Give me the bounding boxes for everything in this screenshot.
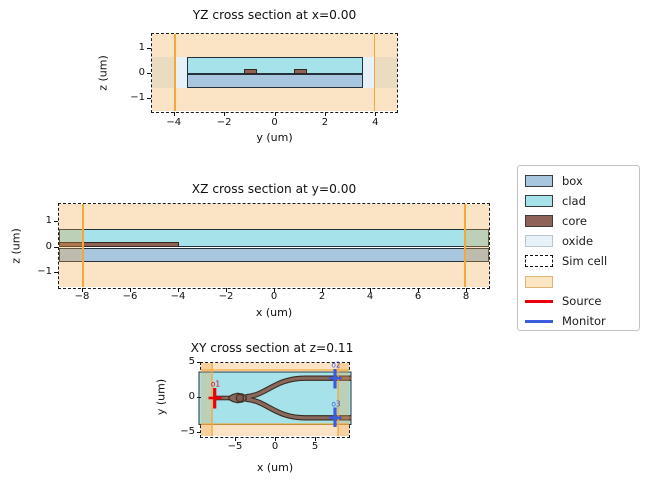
yz-xtick: 0 <box>255 112 295 129</box>
xz-xtick: 0 <box>254 288 294 303</box>
waveguide-arm-top <box>245 376 351 399</box>
legend-label: oxide <box>562 233 594 248</box>
xy-pml-boundary-right <box>337 363 339 436</box>
yz-box-layer <box>186 74 364 88</box>
xy-title: XY cross section at z=0.11 <box>190 341 354 355</box>
source-direction-arrow <box>218 395 223 401</box>
legend-item-oxide: oxide <box>525 231 639 251</box>
xz-core-strip <box>59 241 179 248</box>
legend-label: Source <box>562 294 602 309</box>
yz-ytick: 0 <box>111 67 151 79</box>
yz-pml-right <box>374 34 397 111</box>
xz-plot <box>58 203 490 289</box>
xy-plot-canvas: o1 o2 o3 <box>198 361 352 436</box>
yz-pml-left <box>152 34 175 111</box>
xz-xlabel: x (um) <box>255 306 293 319</box>
xz-xtick: −8 <box>62 288 102 303</box>
xy-ytick: 0 <box>161 391 201 403</box>
legend-label: Monitor <box>562 314 606 329</box>
xy-ytick: 5 <box>161 356 201 368</box>
source-line-swatch <box>525 300 553 303</box>
xz-xtick: 6 <box>398 288 438 303</box>
box-swatch <box>525 175 553 188</box>
xz-pml-boundary-left <box>82 204 84 287</box>
waveguide-arm-bottom <box>245 397 351 420</box>
xy-pml-left <box>201 363 212 436</box>
xy-pml-boundary-top <box>201 369 349 371</box>
xz-box-layer <box>59 247 489 262</box>
xz-pml-left <box>59 204 83 287</box>
clad-swatch <box>525 195 553 208</box>
xz-xtick: −2 <box>206 288 246 303</box>
yz-pml-boundary-left <box>174 34 176 111</box>
xy-pml-boundary-left <box>211 363 213 436</box>
xz-ylabel: z (um) <box>9 228 23 264</box>
yz-xlabel: y (um) <box>256 131 293 144</box>
legend-label: box <box>562 173 583 188</box>
legend-item-box: box <box>525 171 639 191</box>
xy-ytick: −5 <box>161 426 201 438</box>
xy-xtick: 0 <box>255 437 295 453</box>
yz-core-right <box>294 68 307 74</box>
oxide-swatch <box>525 235 553 248</box>
yz-clad-layer <box>186 56 364 74</box>
xy-xtick: 5 <box>295 437 335 453</box>
xy-xlabel: x (um) <box>256 461 294 474</box>
yz-xtick: 2 <box>305 112 345 129</box>
source-label: o1 <box>211 380 221 389</box>
xz-xtick: −6 <box>110 288 150 303</box>
sim-cell-swatch <box>525 255 553 268</box>
pml-swatch <box>525 275 553 288</box>
legend-item-source: Source <box>525 292 639 312</box>
xy-pml-right <box>338 363 349 436</box>
xy-plot: o1 o2 o3 <box>198 361 352 438</box>
yz-pml-boundary-right <box>373 34 376 111</box>
yz-xtick: −4 <box>154 112 194 129</box>
xz-ytick: −1 <box>18 266 58 278</box>
monitor-line-swatch <box>525 320 553 324</box>
waveguide-junction-circle <box>235 393 244 403</box>
xz-xtick: 8 <box>446 288 486 303</box>
xy-ylabel: y (um) <box>154 378 168 416</box>
legend-label: core <box>562 213 587 228</box>
xy-pml-top <box>201 363 349 370</box>
xz-title: XZ cross section at y=0.00 <box>191 182 357 196</box>
xz-ytick: 0 <box>18 241 58 253</box>
xy-pml-bottom <box>201 424 349 436</box>
xz-xtick: 4 <box>350 288 390 303</box>
monitor-bottom-label: o3 <box>331 400 341 409</box>
yz-xtick: 4 <box>355 112 395 129</box>
yz-core-left <box>244 68 257 74</box>
yz-ytick: 1 <box>111 42 151 54</box>
yz-xtick: −2 <box>204 112 244 129</box>
xz-xtick: 2 <box>302 288 342 303</box>
xz-xtick: −4 <box>158 288 198 303</box>
monitor-top-label: o2 <box>331 361 341 370</box>
yz-pml-bottom <box>174 87 375 111</box>
core-swatch <box>525 215 553 228</box>
xy-xtick: −5 <box>215 437 255 453</box>
yz-ylabel: z (um) <box>96 55 110 91</box>
legend-label: Sim cell <box>562 253 608 268</box>
yz-title: YZ cross section at x=0.00 <box>192 8 357 22</box>
legend-item-monitor: Monitor <box>525 312 639 332</box>
yz-ytick: −1 <box>111 92 151 104</box>
legend-item-pml: PML <box>525 271 639 291</box>
xz-pml-bottom <box>83 261 465 287</box>
yz-plot <box>151 33 398 113</box>
legend-item-core: core <box>525 211 639 231</box>
xz-pml-right <box>465 204 489 287</box>
xz-pml-top <box>83 204 465 230</box>
xy-pml-boundary-bottom <box>201 423 349 425</box>
xz-ytick: 1 <box>18 215 58 227</box>
xz-pml-boundary-right <box>464 204 466 287</box>
yz-pml-top <box>174 34 375 57</box>
legend-label: clad <box>562 193 586 208</box>
legend-item-sim-cell: Sim cell <box>525 251 639 271</box>
legend: box clad core oxide Sim cell PML Source <box>517 165 640 331</box>
legend-item-clad: clad <box>525 191 639 211</box>
